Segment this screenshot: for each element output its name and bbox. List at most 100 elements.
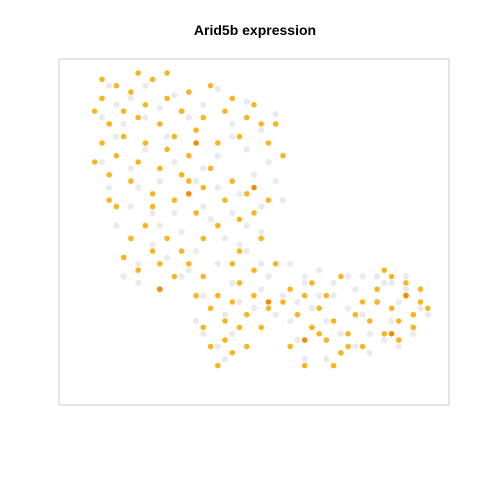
cell-point: [98, 114, 106, 121]
cell-point: [244, 114, 250, 121]
cell-point: [221, 235, 229, 242]
cell-point: [236, 298, 243, 306]
cell-point: [178, 273, 185, 280]
cell-point: [207, 343, 214, 350]
cell-point: [316, 292, 323, 299]
cell-point: [113, 222, 120, 229]
cell-point: [381, 331, 388, 337]
cell-point: [258, 228, 265, 236]
cell-point: [200, 203, 207, 210]
cell-point: [106, 82, 113, 89]
cell-point: [142, 146, 149, 153]
cell-point: [229, 330, 236, 337]
cell-point: [294, 298, 301, 306]
cell-point: [142, 82, 149, 89]
cell-point: [287, 343, 294, 350]
cell-point: [106, 184, 113, 191]
cell-point: [207, 305, 214, 312]
cell-point: [352, 311, 359, 318]
cell-point: [113, 101, 120, 109]
cell-point: [186, 152, 192, 159]
cell-point: [236, 248, 243, 254]
cell-point: [345, 343, 351, 350]
cell-point: [309, 280, 315, 286]
cell-point: [128, 89, 134, 95]
cell-point: [193, 292, 199, 299]
cell-point: [157, 286, 163, 293]
cell-point: [214, 260, 221, 267]
cell-point: [127, 95, 135, 102]
cell-point: [214, 184, 221, 191]
cell-point: [229, 120, 236, 128]
cell-point: [301, 362, 308, 369]
cell-point: [337, 330, 345, 337]
cell-point: [178, 108, 185, 114]
cell-point: [265, 305, 272, 312]
cell-point: [425, 305, 431, 312]
cell-point: [236, 190, 243, 197]
cell-point: [243, 98, 250, 105]
cell-point: [388, 273, 395, 280]
cell-point: [214, 343, 221, 350]
cell-point: [272, 121, 279, 127]
cell-point: [128, 235, 134, 242]
cell-point: [215, 140, 221, 146]
cell-point: [222, 318, 228, 324]
cell-point: [301, 337, 308, 343]
cell-point: [395, 343, 402, 350]
cell-point: [200, 292, 207, 299]
cell-point: [178, 228, 185, 236]
cell-point: [157, 261, 163, 267]
cell-point: [417, 305, 424, 312]
cell-point: [330, 318, 337, 324]
cell-point: [330, 292, 337, 299]
cell-point: [344, 305, 352, 312]
cell-point: [323, 317, 330, 325]
cell-point: [186, 191, 192, 197]
cell-point: [294, 311, 301, 318]
cell-point: [128, 178, 134, 184]
cell-point: [113, 203, 120, 210]
cell-point: [207, 165, 214, 172]
cell-point: [244, 343, 250, 350]
cell-point: [186, 89, 192, 95]
cell-point: [359, 311, 366, 318]
cell-point: [258, 203, 265, 210]
cell-point: [403, 280, 409, 286]
cell-point: [149, 241, 156, 248]
cell-point: [171, 273, 178, 280]
cell-point: [265, 299, 272, 305]
cell-point: [258, 286, 265, 293]
cell-point: [178, 248, 185, 254]
cell-point: [374, 299, 380, 305]
cell-point: [171, 197, 178, 203]
cell-point: [251, 210, 257, 216]
cell-point: [135, 184, 142, 191]
cell-point: [120, 133, 127, 140]
cell-point: [229, 95, 236, 102]
cell-point: [243, 222, 250, 229]
cell-point: [250, 305, 258, 312]
cell-point: [98, 158, 106, 166]
cell-point: [258, 260, 265, 267]
cell-point: [366, 330, 373, 337]
cell-point: [388, 317, 395, 325]
cell-point: [272, 177, 279, 185]
cell-point: [366, 349, 373, 356]
cell-point: [272, 261, 279, 267]
cell-point: [287, 260, 294, 267]
cell-point: [164, 146, 170, 153]
cell-point: [280, 299, 286, 305]
cell-point: [156, 104, 164, 112]
cell-point: [294, 336, 301, 344]
cell-point: [265, 273, 272, 280]
cell-point: [200, 273, 207, 280]
cell-point: [200, 330, 207, 337]
cell-point: [424, 311, 431, 318]
cell-point: [149, 209, 156, 217]
cell-point: [373, 273, 381, 280]
cell-point: [301, 356, 308, 363]
cell-point: [127, 165, 135, 172]
